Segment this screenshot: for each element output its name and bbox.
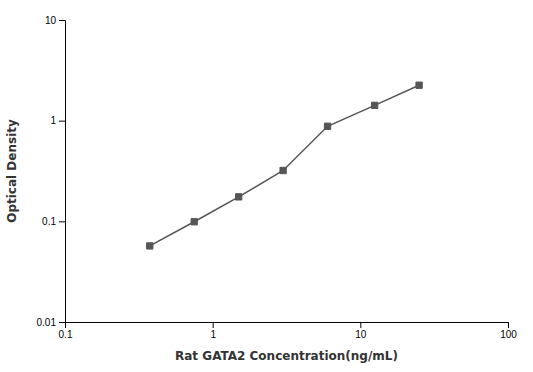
y-axis-title: Optical Density	[5, 119, 19, 223]
x-tick-mark	[213, 322, 214, 328]
point	[416, 82, 422, 88]
x-tick-mark	[360, 322, 361, 328]
y-tick-mark	[59, 322, 65, 323]
x-axis: 0.1 1 10 100	[59, 322, 518, 340]
y-tick: 10	[45, 15, 65, 26]
x-tick: 0.1	[59, 322, 73, 340]
x-tick: 100	[500, 322, 517, 340]
x-tick-label: 0.1	[59, 329, 73, 340]
y-tick-mark	[59, 221, 65, 222]
chart: 0.11101000.010.1110Rat GATA2 Concentrati…	[0, 0, 533, 372]
x-axis-title: Rat GATA2 Concentration(ng/mL)	[175, 349, 398, 363]
x-tick-label: 1	[210, 329, 216, 340]
x-tick-label: 100	[500, 329, 517, 340]
point	[191, 219, 197, 225]
y-tick: 1	[50, 115, 65, 126]
marks	[147, 82, 423, 249]
y-tick-label: 0.01	[37, 317, 57, 328]
y-tick: 0.01	[37, 317, 65, 328]
y-tick-label: 0.1	[42, 216, 56, 227]
y-axis: 0.01 0.1 1 10	[37, 15, 66, 328]
point	[324, 123, 330, 129]
x-tick: 10	[355, 322, 367, 340]
line	[150, 85, 419, 246]
y-tick-label: 10	[45, 15, 57, 26]
x-tick-mark	[508, 322, 509, 328]
y-tick: 0.1	[42, 216, 65, 227]
x-tick-label: 10	[355, 329, 367, 340]
y-tick-mark	[59, 20, 65, 21]
y-tick-mark	[59, 121, 65, 122]
y-tick-label: 1	[50, 115, 56, 126]
x-tick: 1	[210, 322, 216, 340]
point	[371, 102, 377, 108]
point	[280, 167, 286, 173]
x-axis-line	[66, 323, 509, 329]
y-axis-line	[59, 21, 66, 323]
point	[147, 243, 153, 249]
plot-area: 0.11101000.010.1110	[37, 15, 518, 340]
point	[236, 194, 242, 200]
